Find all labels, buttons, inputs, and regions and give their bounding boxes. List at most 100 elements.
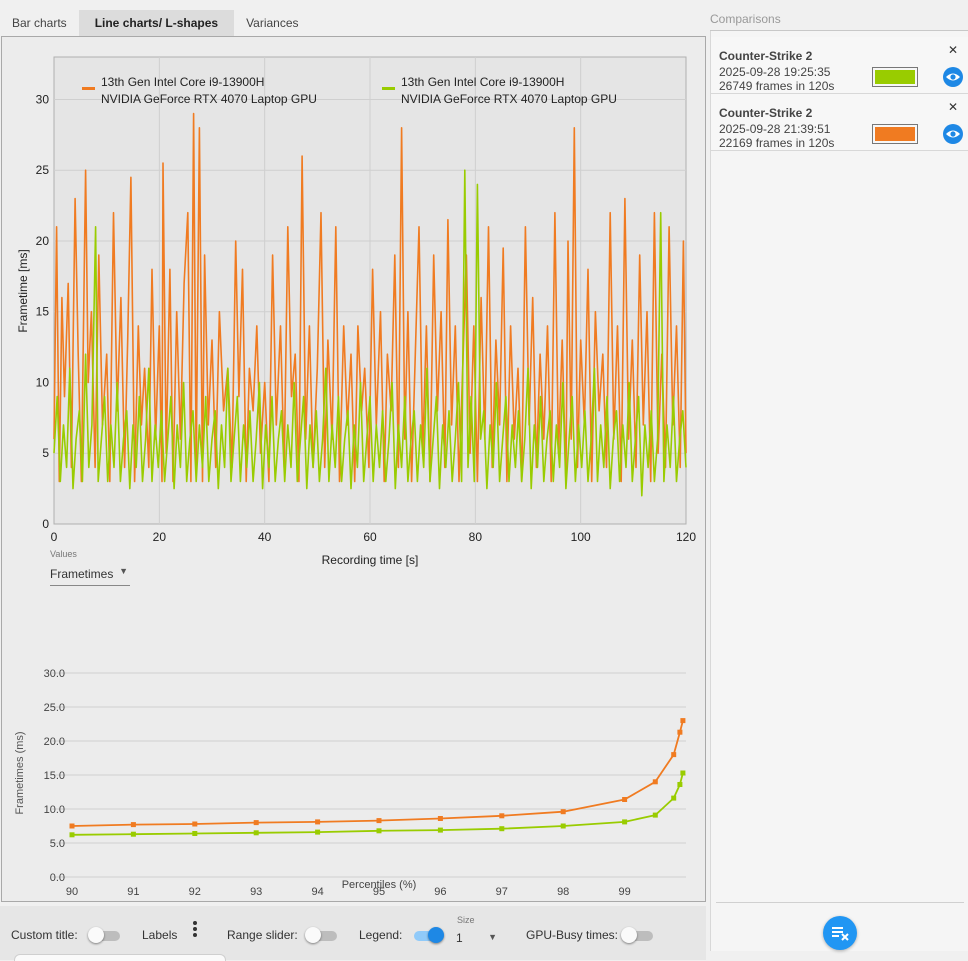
size-caption: Size [457,915,475,925]
comparisons-panel: Counter-Strike 2 2025-09-28 19:25:35 267… [710,31,968,951]
chevron-down-icon: ▼ [119,566,128,576]
tab-variances[interactable]: Variances [246,16,299,30]
legend-label: NVIDIA GeForce RTX 4070 Laptop GPU [101,92,317,106]
y-axis-title: Frametime [ms] [16,249,30,332]
x-tick-label: 120 [676,530,696,544]
data-point [652,779,658,785]
close-icon[interactable]: ✕ [948,100,959,114]
close-icon[interactable]: ✕ [948,43,959,57]
percentile-line-1 [71,720,684,827]
legend-swatch [82,87,95,90]
chart-panel: 0 5 10 15 20 25 30 0 20 40 60 80 100 120 Frametime [… [1,36,706,902]
y-tick-label: 20 [36,234,50,248]
x-tick-label: 90 [66,886,78,898]
data-point [622,797,628,802]
data-point [680,770,686,776]
data-point [69,823,75,829]
tab-line-charts[interactable]: Line charts/ L-shapes [78,10,235,36]
data-point [560,823,566,829]
legend-label: 13th Gen Intel Core i9-13900H [401,75,564,89]
data-point [253,830,259,836]
y-tick-label: 10.0 [44,804,65,816]
comparison-date: 2025-09-28 21:39:51 [719,122,831,136]
data-point [671,795,677,801]
y-tick-label: 25 [36,163,50,177]
custom-title-label: Custom title: [11,928,78,942]
y-tick-label: 15.0 [44,770,65,782]
data-point [376,818,382,824]
gpu-busy-label: GPU-Busy times: [526,928,619,942]
legend-label: Legend: [359,928,403,942]
range-slider-label: Range slider: [227,928,298,942]
y-tick-label: 30 [36,92,50,106]
custom-title-toggle[interactable] [88,927,122,943]
legend-label: NVIDIA GeForce RTX 4070 Laptop GPU [401,92,617,106]
x-tick-label: 92 [189,886,201,898]
data-point [376,828,382,834]
legend-label: 13th Gen Intel Core i9-13900H [101,75,264,89]
y-tick-label: 25.0 [44,702,65,714]
percentile-line-2 [71,772,684,836]
comparison-frames: 26749 frames in 120s [719,79,835,93]
x-tick-label: 91 [127,886,139,898]
values-selected: Frametimes [50,567,114,581]
color-swatch-fill [875,127,915,141]
x-tick-label: 97 [496,886,508,898]
chart-tabs: Bar charts Line charts/ L-shapes Varianc… [0,10,311,36]
data-point [69,832,75,838]
chart-legend: 13th Gen Intel Core i9-13900H NVIDIA GeFo… [82,75,617,106]
x-tick-label: 93 [250,886,262,898]
eye-icon[interactable] [943,124,963,144]
x-tick-label: 80 [469,530,483,544]
bottom-toolbar: Custom title: Labels Range slider: Legen… [0,906,706,960]
x-tick-label: 95 [373,886,385,898]
percentile-chart: 0.0 5.0 10.0 15.0 20.0 25.0 30.0 90 91 92 93 94 95 9… [14,668,686,898]
labels-label: Labels [142,928,178,942]
color-swatch-fill [875,70,915,84]
y-tick-label: 30.0 [44,668,65,680]
tab-bar-charts[interactable]: Bar charts [12,16,67,30]
y-tick-label: 0.0 [50,872,65,884]
x-tick-label: 60 [363,530,377,544]
y-tick-label: 5 [42,446,49,460]
x-tick-label: 0 [51,530,58,544]
data-point [677,782,683,787]
x-tick-label: 96 [434,886,446,898]
bottom-tab-strip [14,954,226,961]
y-tick-label: 0 [42,517,49,531]
color-swatch[interactable] [872,67,918,87]
data-point [652,812,658,818]
comparisons-bottom-divider [716,902,964,903]
x-tick-label: 99 [618,886,630,898]
comparison-item[interactable]: Counter-Strike 2 2025-09-28 19:25:35 267… [711,37,968,94]
clear-comparisons-button[interactable] [823,916,857,950]
x-axis-title: Recording time [s] [322,553,419,567]
data-point [560,809,566,815]
gpu-busy-toggle[interactable] [621,927,655,943]
size-dropdown[interactable]: 1 ▼ [455,930,499,946]
values-dropdown[interactable]: Frametimes ▼ [50,563,130,586]
comparison-frames: 22169 frames in 120s [719,136,835,150]
range-slider-toggle[interactable] [305,927,339,943]
percentile-x-axis-title: Percentiles (%) [342,879,417,891]
data-point [315,829,321,835]
comparison-item[interactable]: Counter-Strike 2 2025-09-28 21:39:51 221… [711,94,968,151]
data-point [437,827,443,833]
comparison-date: 2025-09-28 19:25:35 [719,65,831,79]
data-point [671,752,677,758]
legend-toggle[interactable] [412,927,446,943]
comparison-game: Counter-Strike 2 [719,106,813,120]
legend-swatch [382,87,395,90]
data-point [622,819,628,825]
series-line-2 [53,169,687,497]
x-tick-label: 94 [311,886,323,898]
eye-icon[interactable] [943,67,963,87]
labels-menu-icon[interactable] [190,920,200,940]
y-tick-label: 5.0 [50,838,65,850]
y-tick-label: 20.0 [44,736,65,748]
data-point [680,718,686,724]
color-swatch[interactable] [872,124,918,144]
comparisons-title: Comparisons [710,12,781,26]
chevron-down-icon: ▼ [488,932,497,942]
data-point [130,831,136,837]
